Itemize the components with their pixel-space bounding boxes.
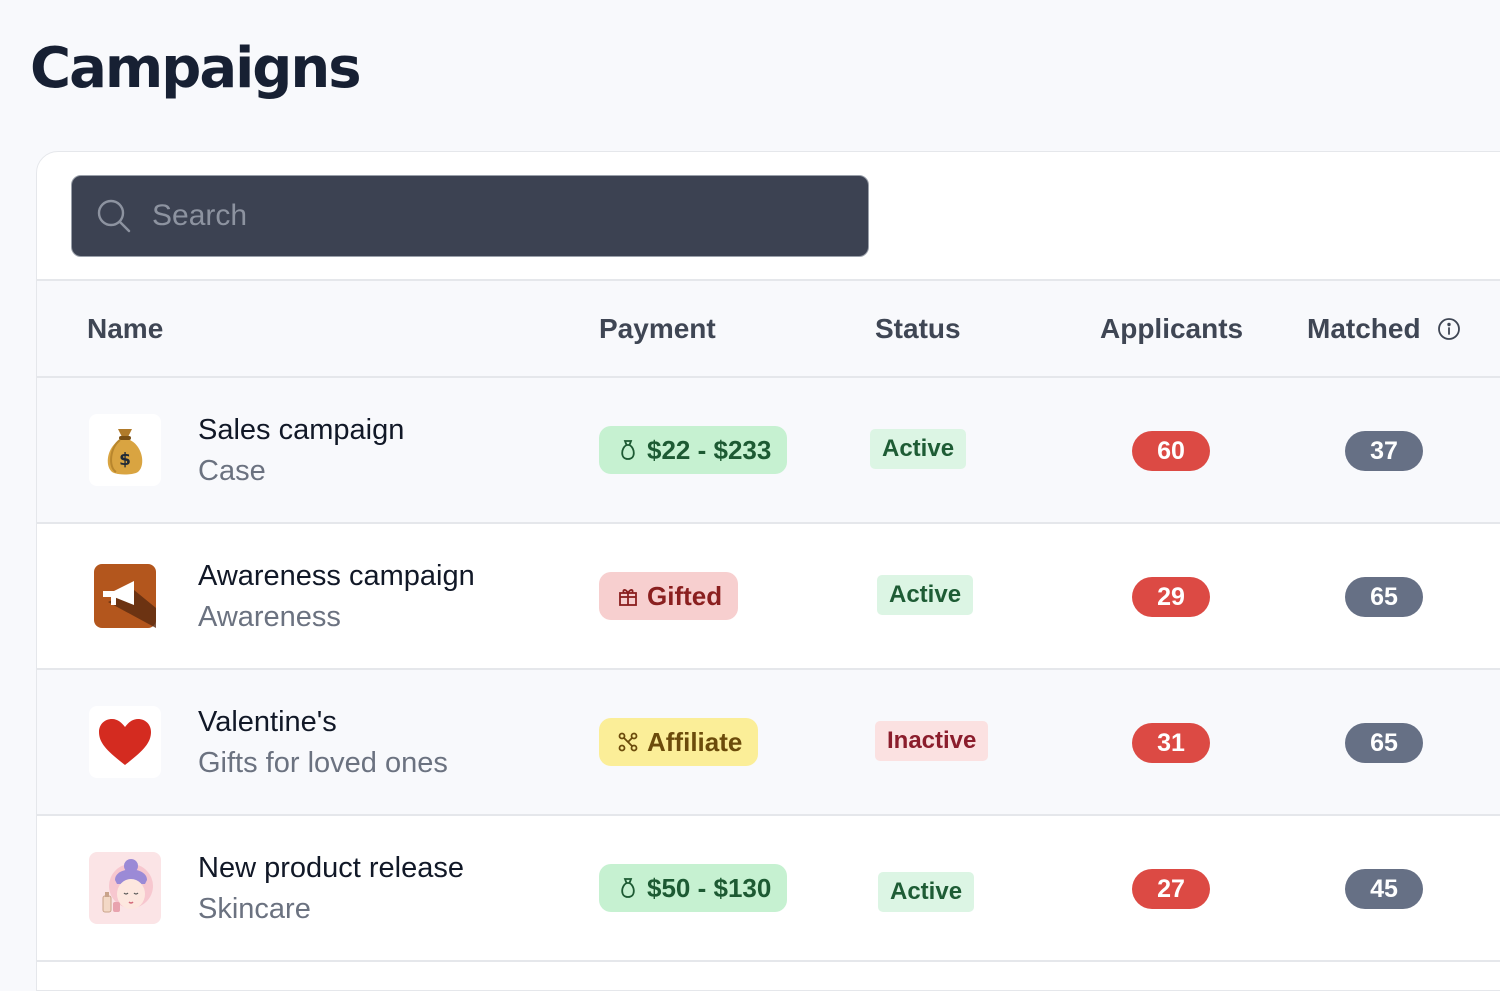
campaign-name[interactable]: Valentine's [198, 706, 337, 738]
campaign-thumbnail [89, 706, 161, 778]
page-title: Campaigns [30, 36, 362, 101]
matched-count-badge[interactable]: 45 [1345, 869, 1423, 909]
campaign-subtitle: Gifts for loved ones [198, 747, 448, 779]
applicants-count-badge[interactable]: 31 [1132, 723, 1210, 763]
campaign-thumbnail [89, 852, 161, 924]
skincare-face-icon [102, 859, 153, 913]
applicants-count-badge[interactable]: 60 [1132, 431, 1210, 471]
table-row[interactable]: Valentine's Gifts for loved ones Affilia… [37, 670, 1500, 816]
column-header-name[interactable]: Name [87, 313, 164, 344]
status-badge: Active [878, 872, 975, 912]
gift-icon [619, 589, 637, 606]
campaign-name[interactable]: Sales campaign [198, 414, 405, 446]
column-header-status[interactable]: Status [875, 313, 961, 344]
payment-badge: $22 - $233 [599, 426, 788, 474]
campaign-name[interactable]: New product release [198, 852, 464, 884]
column-header-payment[interactable]: Payment [599, 313, 716, 344]
payment-badge: $50 - $130 [599, 864, 788, 912]
table-row[interactable]: New product release Skincare $50 - $130 … [37, 816, 1500, 962]
matched-count-badge[interactable]: 37 [1345, 431, 1423, 471]
status-badge: Inactive [875, 721, 989, 761]
campaign-subtitle: Skincare [198, 893, 311, 925]
table-row[interactable]: Awareness campaign Awareness Gifted Acti… [37, 524, 1500, 670]
money-bag-icon: $ [107, 429, 143, 475]
applicants-count-badge[interactable]: 29 [1132, 577, 1210, 617]
table-row[interactable]: $ Sales campaign Case $22 - $233 Active … [37, 378, 1500, 524]
search-input[interactable] [152, 194, 832, 238]
campaigns-card: Name Payment Status Applicants Matched $… [36, 151, 1500, 991]
column-header-applicants[interactable]: Applicants [1100, 313, 1244, 344]
table-toolbar [37, 152, 1500, 281]
money-bag-outline-icon [621, 878, 635, 898]
status-badge: Active [877, 575, 974, 615]
search-icon [97, 199, 131, 233]
payment-badge: Affiliate [599, 718, 759, 766]
payment-label: $50 - $130 [647, 872, 772, 903]
campaign-subtitle: Awareness [198, 601, 341, 633]
status-badge: Active [870, 429, 967, 469]
campaign-name[interactable]: Awareness campaign [198, 560, 475, 592]
search-box[interactable] [71, 175, 869, 257]
payment-label: $22 - $233 [647, 434, 772, 465]
payment-badge: Gifted [599, 572, 739, 620]
column-header-matched[interactable]: Matched [1307, 313, 1421, 344]
campaign-thumbnail [89, 560, 161, 632]
campaign-subtitle: Case [198, 455, 266, 487]
payment-label: Gifted [647, 580, 723, 611]
affiliate-network-icon [618, 732, 638, 752]
info-icon[interactable] [1437, 317, 1461, 341]
campaign-thumbnail: $ [89, 414, 161, 486]
payment-label: Affiliate [647, 726, 743, 757]
matched-count-badge[interactable]: 65 [1345, 577, 1423, 617]
svg-text:$: $ [119, 450, 131, 470]
table-header: Name Payment Status Applicants Matched [37, 281, 1500, 378]
megaphone-icon [94, 564, 156, 628]
heart-icon [99, 719, 151, 765]
money-bag-outline-icon [621, 440, 635, 460]
applicants-count-badge[interactable]: 27 [1132, 869, 1210, 909]
matched-count-badge[interactable]: 65 [1345, 723, 1423, 763]
